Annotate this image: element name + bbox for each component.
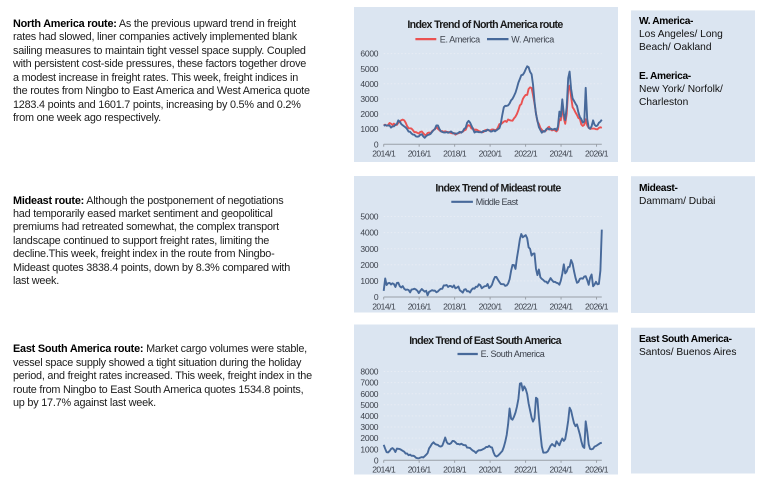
svg-text:2022/1: 2022/1 — [514, 465, 538, 475]
svg-text:2026/1: 2026/1 — [585, 301, 609, 311]
svg-text:0: 0 — [374, 292, 379, 302]
svg-text:3000: 3000 — [360, 422, 378, 432]
svg-text:1000: 1000 — [360, 276, 378, 286]
svg-text:2020/1: 2020/1 — [479, 465, 503, 475]
svg-text:2014/1: 2014/1 — [372, 301, 396, 311]
svg-text:5000: 5000 — [360, 400, 378, 410]
svg-text:2018/1: 2018/1 — [443, 465, 467, 475]
svg-text:1000: 1000 — [360, 124, 378, 134]
svg-text:E. America: E. America — [440, 34, 480, 44]
svg-text:2016/1: 2016/1 — [408, 301, 432, 311]
svg-text:6000: 6000 — [360, 389, 378, 399]
svg-text:2020/1: 2020/1 — [479, 301, 503, 311]
svg-text:2026/1: 2026/1 — [585, 465, 609, 475]
svg-text:2016/1: 2016/1 — [408, 465, 432, 475]
svg-text:2000: 2000 — [360, 109, 378, 119]
svg-text:W. America: W. America — [511, 34, 554, 44]
svg-text:4000: 4000 — [360, 79, 378, 89]
svg-text:2024/1: 2024/1 — [550, 148, 574, 158]
svg-text:2022/1: 2022/1 — [514, 148, 538, 158]
svg-text:3000: 3000 — [360, 94, 378, 104]
svg-text:2024/1: 2024/1 — [550, 465, 574, 475]
svg-text:2018/1: 2018/1 — [443, 148, 467, 158]
svg-text:2016/1: 2016/1 — [408, 148, 432, 158]
svg-text:Index Trend of North America r: Index Trend of North America route — [407, 19, 563, 31]
svg-text:5000: 5000 — [360, 212, 378, 222]
svg-text:E. South America: E. South America — [481, 349, 545, 359]
svg-text:2024/1: 2024/1 — [550, 301, 574, 311]
svg-text:1000: 1000 — [360, 444, 378, 454]
svg-text:2022/1: 2022/1 — [514, 301, 538, 311]
svg-text:2020/1: 2020/1 — [479, 148, 503, 158]
svg-text:5000: 5000 — [360, 64, 378, 74]
svg-text:4000: 4000 — [360, 411, 378, 421]
svg-text:2000: 2000 — [360, 433, 378, 443]
svg-text:Index Trend of Mideast route: Index Trend of Mideast route — [435, 183, 561, 195]
svg-text:Middle East: Middle East — [476, 197, 519, 207]
svg-text:8000: 8000 — [360, 367, 378, 377]
svg-text:0: 0 — [374, 455, 379, 465]
svg-text:4000: 4000 — [360, 228, 378, 238]
svg-text:2026/1: 2026/1 — [585, 148, 609, 158]
svg-text:7000: 7000 — [360, 378, 378, 388]
svg-text:2000: 2000 — [360, 260, 378, 270]
svg-text:3000: 3000 — [360, 244, 378, 254]
svg-text:2014/1: 2014/1 — [372, 148, 396, 158]
svg-text:6000: 6000 — [360, 49, 378, 59]
svg-text:2018/1: 2018/1 — [443, 301, 467, 311]
svg-text:0: 0 — [374, 139, 379, 149]
svg-text:2014/1: 2014/1 — [372, 465, 396, 475]
svg-text:Index Trend of East South Amer: Index Trend of East South America — [409, 335, 561, 347]
